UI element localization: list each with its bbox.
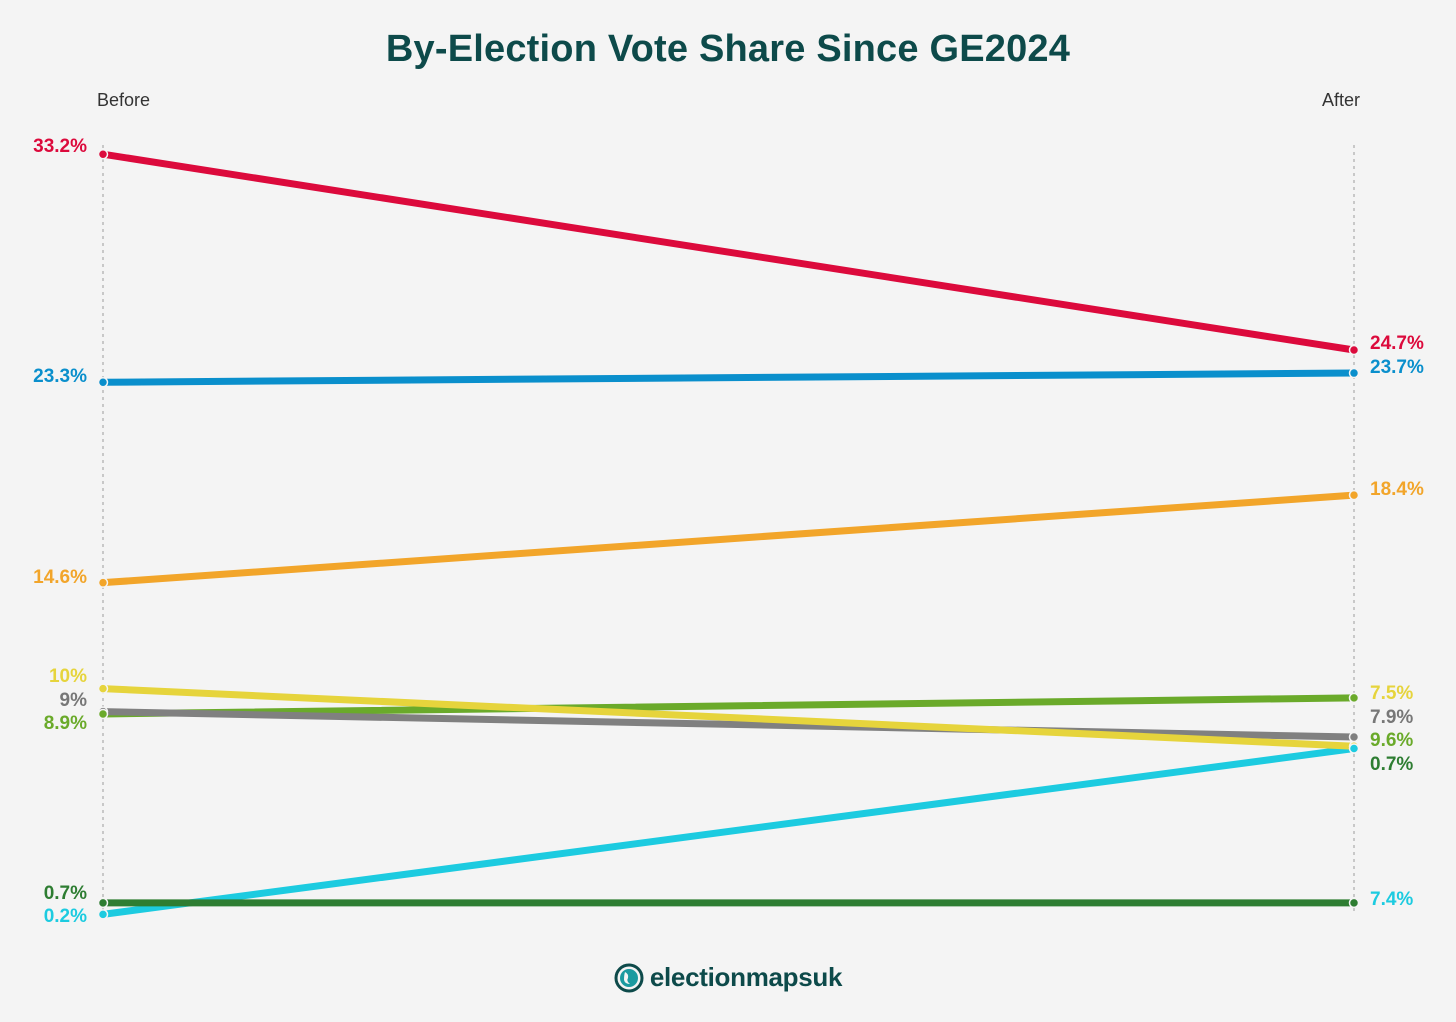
- value-label-after-0: 24.7%: [1370, 333, 1424, 354]
- series-line-0: [99, 150, 1358, 354]
- point-after-7: [1348, 743, 1360, 754]
- point-before-7: [97, 909, 109, 920]
- point-after-5: [1348, 692, 1360, 704]
- value-label-after-2: 18.4%: [1370, 479, 1424, 500]
- value-label-after-5: 9.6%: [1370, 730, 1413, 751]
- point-after-2: [1348, 489, 1360, 501]
- point-after-1: [1348, 367, 1360, 379]
- value-label-after-4: 7.9%: [1370, 707, 1413, 728]
- after-axis-label: After: [1321, 90, 1360, 110]
- value-label-before-3: 10%: [49, 666, 87, 687]
- series-line-5: [99, 694, 1358, 718]
- value-label-before-5: 8.9%: [44, 713, 87, 734]
- before-axis-label: Before: [97, 90, 151, 110]
- value-label-before-0: 33.2%: [33, 136, 87, 157]
- series-line-2: [99, 491, 1358, 587]
- point-before-2: [97, 577, 109, 588]
- value-label-before-1: 23.3%: [33, 366, 87, 387]
- brand-logo: electionmapsuk: [0, 962, 1456, 993]
- value-label-before-6: 0.7%: [44, 883, 87, 904]
- point-before-1: [97, 377, 109, 388]
- point-before-0: [97, 148, 109, 160]
- series-line-4: [99, 708, 1358, 741]
- point-after-4: [1348, 731, 1360, 743]
- point-after-0: [1348, 344, 1360, 356]
- point-before-3: [97, 683, 109, 694]
- chart-title: By-Election Vote Share Since GE2024: [385, 28, 1071, 70]
- value-label-before-4: 9%: [60, 690, 88, 711]
- value-label-after-6: 0.7%: [1370, 754, 1413, 775]
- point-after-6: [1348, 897, 1360, 909]
- series-line-3: [99, 685, 1358, 750]
- axes-layer: [102, 145, 1355, 915]
- lines-layer: [97, 148, 1360, 920]
- value-label-before-2: 14.6%: [33, 567, 87, 588]
- series-line-1: [99, 369, 1358, 386]
- value-label-before-7: 0.2%: [44, 906, 87, 927]
- value-label-after-1: 23.7%: [1370, 357, 1424, 378]
- logo-text: electionmapsuk: [649, 962, 843, 992]
- value-label-after-7: 7.4%: [1370, 889, 1413, 910]
- point-before-5: [97, 708, 109, 720]
- labels-layer: 33.2% 24.7% 23.3% 23.7% 14.6% 18.4% 10% 7.5% 9% 7…: [33, 136, 1424, 927]
- point-before-6: [97, 897, 109, 909]
- value-label-after-3: 7.5%: [1370, 683, 1413, 704]
- series-line-7: [99, 745, 1358, 918]
- globe-icon: [614, 963, 644, 992]
